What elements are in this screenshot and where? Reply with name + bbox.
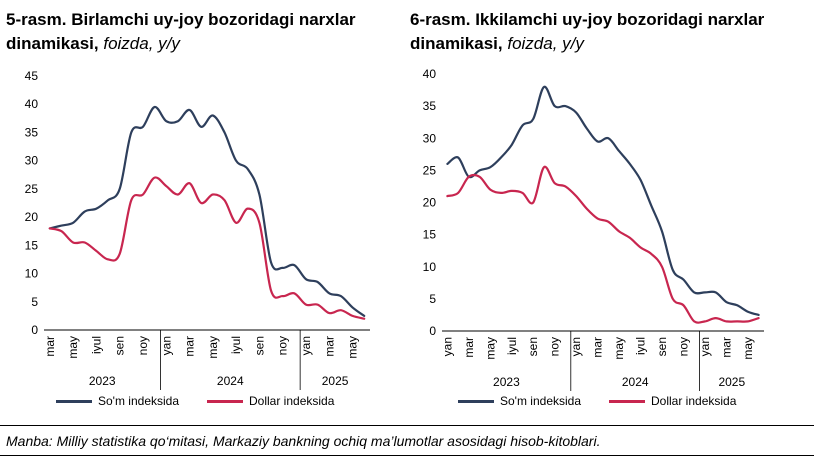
legend-swatch-dollar bbox=[609, 399, 645, 403]
x-tick-label: yan bbox=[440, 337, 454, 356]
x-tick-label: may bbox=[741, 337, 755, 360]
y-tick-label: 15 bbox=[423, 228, 437, 242]
legend-item-som: So'm indeksida bbox=[56, 394, 179, 408]
y-tick-label: 5 bbox=[31, 295, 38, 309]
y-tick-label: 25 bbox=[25, 182, 39, 196]
x-tick-label: may bbox=[483, 337, 497, 360]
x-tick-label: noy bbox=[276, 336, 290, 355]
chart-title-italic: foizda, y/y bbox=[507, 34, 584, 53]
divider-top bbox=[0, 425, 814, 426]
year-label: 2024 bbox=[622, 375, 649, 389]
chart-title-italic: foizda, y/y bbox=[103, 34, 180, 53]
legend-swatch-som bbox=[458, 399, 494, 403]
y-tick-label: 35 bbox=[25, 125, 39, 139]
year-label: 2025 bbox=[322, 374, 349, 388]
year-label: 2023 bbox=[493, 375, 520, 389]
y-tick-label: 20 bbox=[25, 210, 39, 224]
x-tick-label: iyul bbox=[89, 336, 103, 354]
x-tick-label: sen bbox=[252, 336, 266, 355]
year-label: 2024 bbox=[217, 374, 244, 388]
x-tick-label: mar bbox=[719, 337, 733, 358]
series-line-dollar bbox=[48, 176, 366, 320]
x-tick-label: may bbox=[612, 337, 626, 360]
x-tick-label: mar bbox=[183, 336, 197, 357]
x-tick-label: may bbox=[346, 336, 360, 359]
chart-title-bold: 5-rasm. Birlamchi uy-joy bozoridagi narx… bbox=[6, 10, 356, 53]
x-tick-label: noy bbox=[136, 336, 150, 355]
x-tick-label: may bbox=[206, 336, 220, 359]
x-tick-label: yan bbox=[569, 337, 583, 356]
y-tick-label: 0 bbox=[429, 324, 436, 338]
x-tick-label: yan bbox=[698, 337, 712, 356]
legend-label-dollar: Dollar indeksida bbox=[651, 394, 737, 408]
x-tick-label: iyul bbox=[505, 337, 519, 355]
legend-right: So'm indeksida Dollar indeksida bbox=[458, 394, 764, 408]
chart-title-bold: 6-rasm. Ikkilamchi uy-joy bozoridagi nar… bbox=[410, 10, 765, 53]
x-tick-label: mar bbox=[591, 337, 605, 358]
y-tick-label: 40 bbox=[423, 67, 437, 81]
legend-left: So'm indeksida Dollar indeksida bbox=[56, 394, 362, 408]
year-label: 2023 bbox=[89, 374, 116, 388]
y-tick-label: 30 bbox=[25, 154, 39, 168]
x-tick-label: mar bbox=[322, 336, 336, 357]
chart-title-right: 6-rasm. Ikkilamchi uy-joy bozoridagi nar… bbox=[410, 8, 800, 56]
y-tick-label: 10 bbox=[25, 267, 39, 281]
y-tick-label: 45 bbox=[25, 69, 39, 83]
series-line-dollar bbox=[446, 165, 760, 324]
x-tick-label: sen bbox=[655, 337, 669, 356]
series-line-som bbox=[48, 105, 366, 317]
y-tick-label: 15 bbox=[25, 238, 39, 252]
x-tick-label: iyul bbox=[634, 337, 648, 355]
legend-swatch-som bbox=[56, 399, 92, 403]
y-tick-label: 10 bbox=[423, 260, 437, 274]
x-tick-label: yan bbox=[299, 336, 313, 355]
x-tick-label: sen bbox=[526, 337, 540, 356]
x-tick-label: may bbox=[66, 336, 80, 359]
legend-label-dollar: Dollar indeksida bbox=[249, 394, 335, 408]
x-tick-label: yan bbox=[159, 336, 173, 355]
legend-item-dollar: Dollar indeksida bbox=[609, 394, 736, 408]
legend-label-som: So'm indeksida bbox=[500, 394, 581, 408]
x-tick-label: noy bbox=[677, 337, 691, 356]
series-line-som bbox=[446, 85, 760, 316]
year-label: 2025 bbox=[718, 375, 745, 389]
divider-bottom bbox=[0, 455, 814, 456]
x-tick-label: mar bbox=[43, 336, 57, 357]
legend-item-dollar: Dollar indeksida bbox=[207, 394, 334, 408]
y-tick-label: 20 bbox=[423, 196, 437, 210]
y-tick-label: 30 bbox=[423, 131, 437, 145]
x-tick-label: iyul bbox=[229, 336, 243, 354]
y-tick-label: 0 bbox=[31, 323, 38, 337]
x-tick-label: sen bbox=[113, 336, 127, 355]
chart-title-left: 5-rasm. Birlamchi uy-joy bozoridagi narx… bbox=[6, 8, 396, 56]
legend-label-som: So'm indeksida bbox=[98, 394, 179, 408]
y-tick-label: 25 bbox=[423, 163, 437, 177]
y-tick-label: 35 bbox=[423, 99, 437, 113]
legend-item-som: So'm indeksida bbox=[458, 394, 581, 408]
y-tick-label: 40 bbox=[25, 97, 39, 111]
x-tick-label: mar bbox=[462, 337, 476, 358]
x-tick-label: noy bbox=[548, 337, 562, 356]
source-note: Manba: Milliy statistika qo‘mitasi, Mark… bbox=[6, 433, 601, 449]
legend-swatch-dollar bbox=[207, 399, 243, 403]
y-tick-label: 5 bbox=[429, 292, 436, 306]
